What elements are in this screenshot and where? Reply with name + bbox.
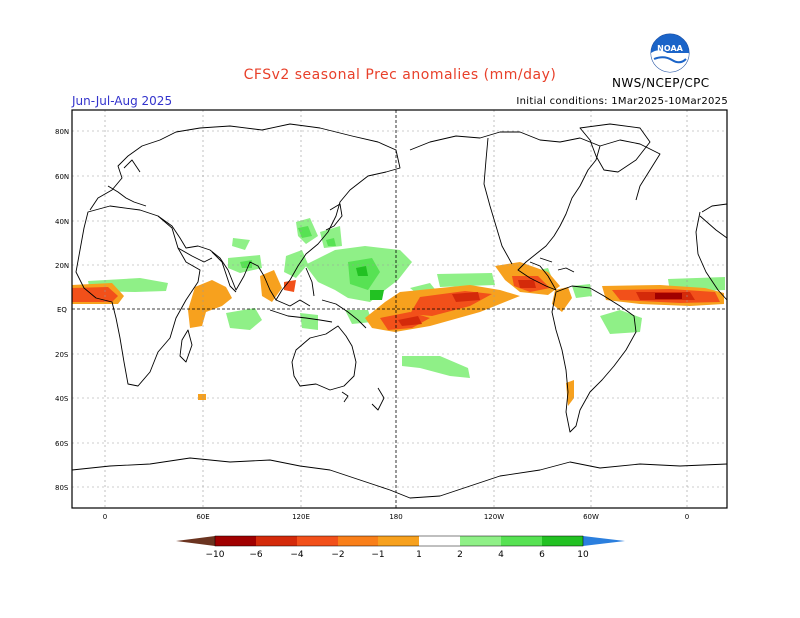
colorbar-segment <box>419 536 460 546</box>
colorbar-label: 4 <box>498 550 504 560</box>
colorbar-segment <box>542 536 583 546</box>
lon-tick-0: 0 <box>103 513 107 521</box>
wet-anomalies-strong <box>356 266 384 300</box>
lat-tick-20s: 20S <box>55 351 69 359</box>
colorbar-right-arrow <box>583 536 625 546</box>
noaa-logo-text: NOAA <box>657 44 683 53</box>
colorbar-label: 2 <box>457 550 463 560</box>
reference-lines <box>72 110 727 508</box>
lat-tick-80s: 80S <box>55 484 69 492</box>
latitude-ticks: 80N 60N 40N 20N EQ 20S 40S 60S 80S <box>55 128 69 492</box>
eurasia-coast <box>89 123 401 301</box>
anomaly-fields <box>72 218 725 406</box>
map-border <box>71 109 728 509</box>
lat-tick-40n: 40N <box>55 218 69 226</box>
lat-tick-eq: EQ <box>57 306 67 314</box>
season-label: Jun-Jul-Aug 2025 <box>72 94 173 108</box>
colorbar-segment <box>215 536 256 546</box>
colorbar-segment <box>378 536 419 546</box>
lon-tick-120w: 120W <box>484 513 504 521</box>
colorbar-label: 6 <box>539 550 545 560</box>
colorbar-label: −10 <box>206 550 225 560</box>
noaa-logo: NOAA <box>650 33 690 73</box>
colorbar-segment <box>501 536 542 546</box>
colorbar-segment <box>460 536 501 546</box>
initial-conditions-label: Initial conditions: 1Mar2025-10Mar2025 <box>516 96 728 107</box>
lon-tick-120e: 120E <box>292 513 310 521</box>
lat-tick-60n: 60N <box>55 173 69 181</box>
colorbar-label: −2 <box>331 550 344 560</box>
lat-tick-40s: 40S <box>55 395 69 403</box>
dry-anomalies-extreme <box>655 293 682 299</box>
colorbar-label: −4 <box>290 550 304 560</box>
lat-tick-20n: 20N <box>55 262 69 270</box>
colorbar-segment <box>338 536 378 546</box>
australia-coast <box>291 325 357 391</box>
colorbar-label: 10 <box>577 550 589 560</box>
south-america-coast <box>551 285 637 433</box>
colorbar-outline <box>214 535 584 547</box>
lon-tick-0-east: 0 <box>685 513 689 521</box>
antarctica-coast <box>71 457 728 499</box>
graticule <box>72 110 727 508</box>
colorbar-segment <box>256 536 297 546</box>
colorbar-label: −1 <box>371 550 384 560</box>
lon-tick-180: 180 <box>389 513 402 521</box>
north-america-coast <box>409 131 601 291</box>
colorbar-label: 1 <box>416 550 422 560</box>
lat-tick-80n: 80N <box>55 128 69 136</box>
coastlines <box>71 123 728 499</box>
colorbar-segment <box>297 536 338 546</box>
lon-tick-60w: 60W <box>583 513 599 521</box>
africa-coast <box>75 205 201 387</box>
colorbar: −10 −6 −4 −2 −1 1 2 4 6 10 <box>176 535 625 560</box>
longitude-ticks: 0 60E 120E 180 120W 60W 0 <box>103 513 689 521</box>
map-title: CFSv2 seasonal Prec anomalies (mm/day) <box>243 67 557 83</box>
lon-tick-60e: 60E <box>196 513 209 521</box>
agency-label: NWS/NCEP/CPC <box>612 76 710 90</box>
colorbar-label: −6 <box>249 550 263 560</box>
greenland-coast <box>579 123 651 173</box>
lat-tick-60s: 60S <box>55 440 69 448</box>
colorbar-left-arrow <box>176 536 215 546</box>
